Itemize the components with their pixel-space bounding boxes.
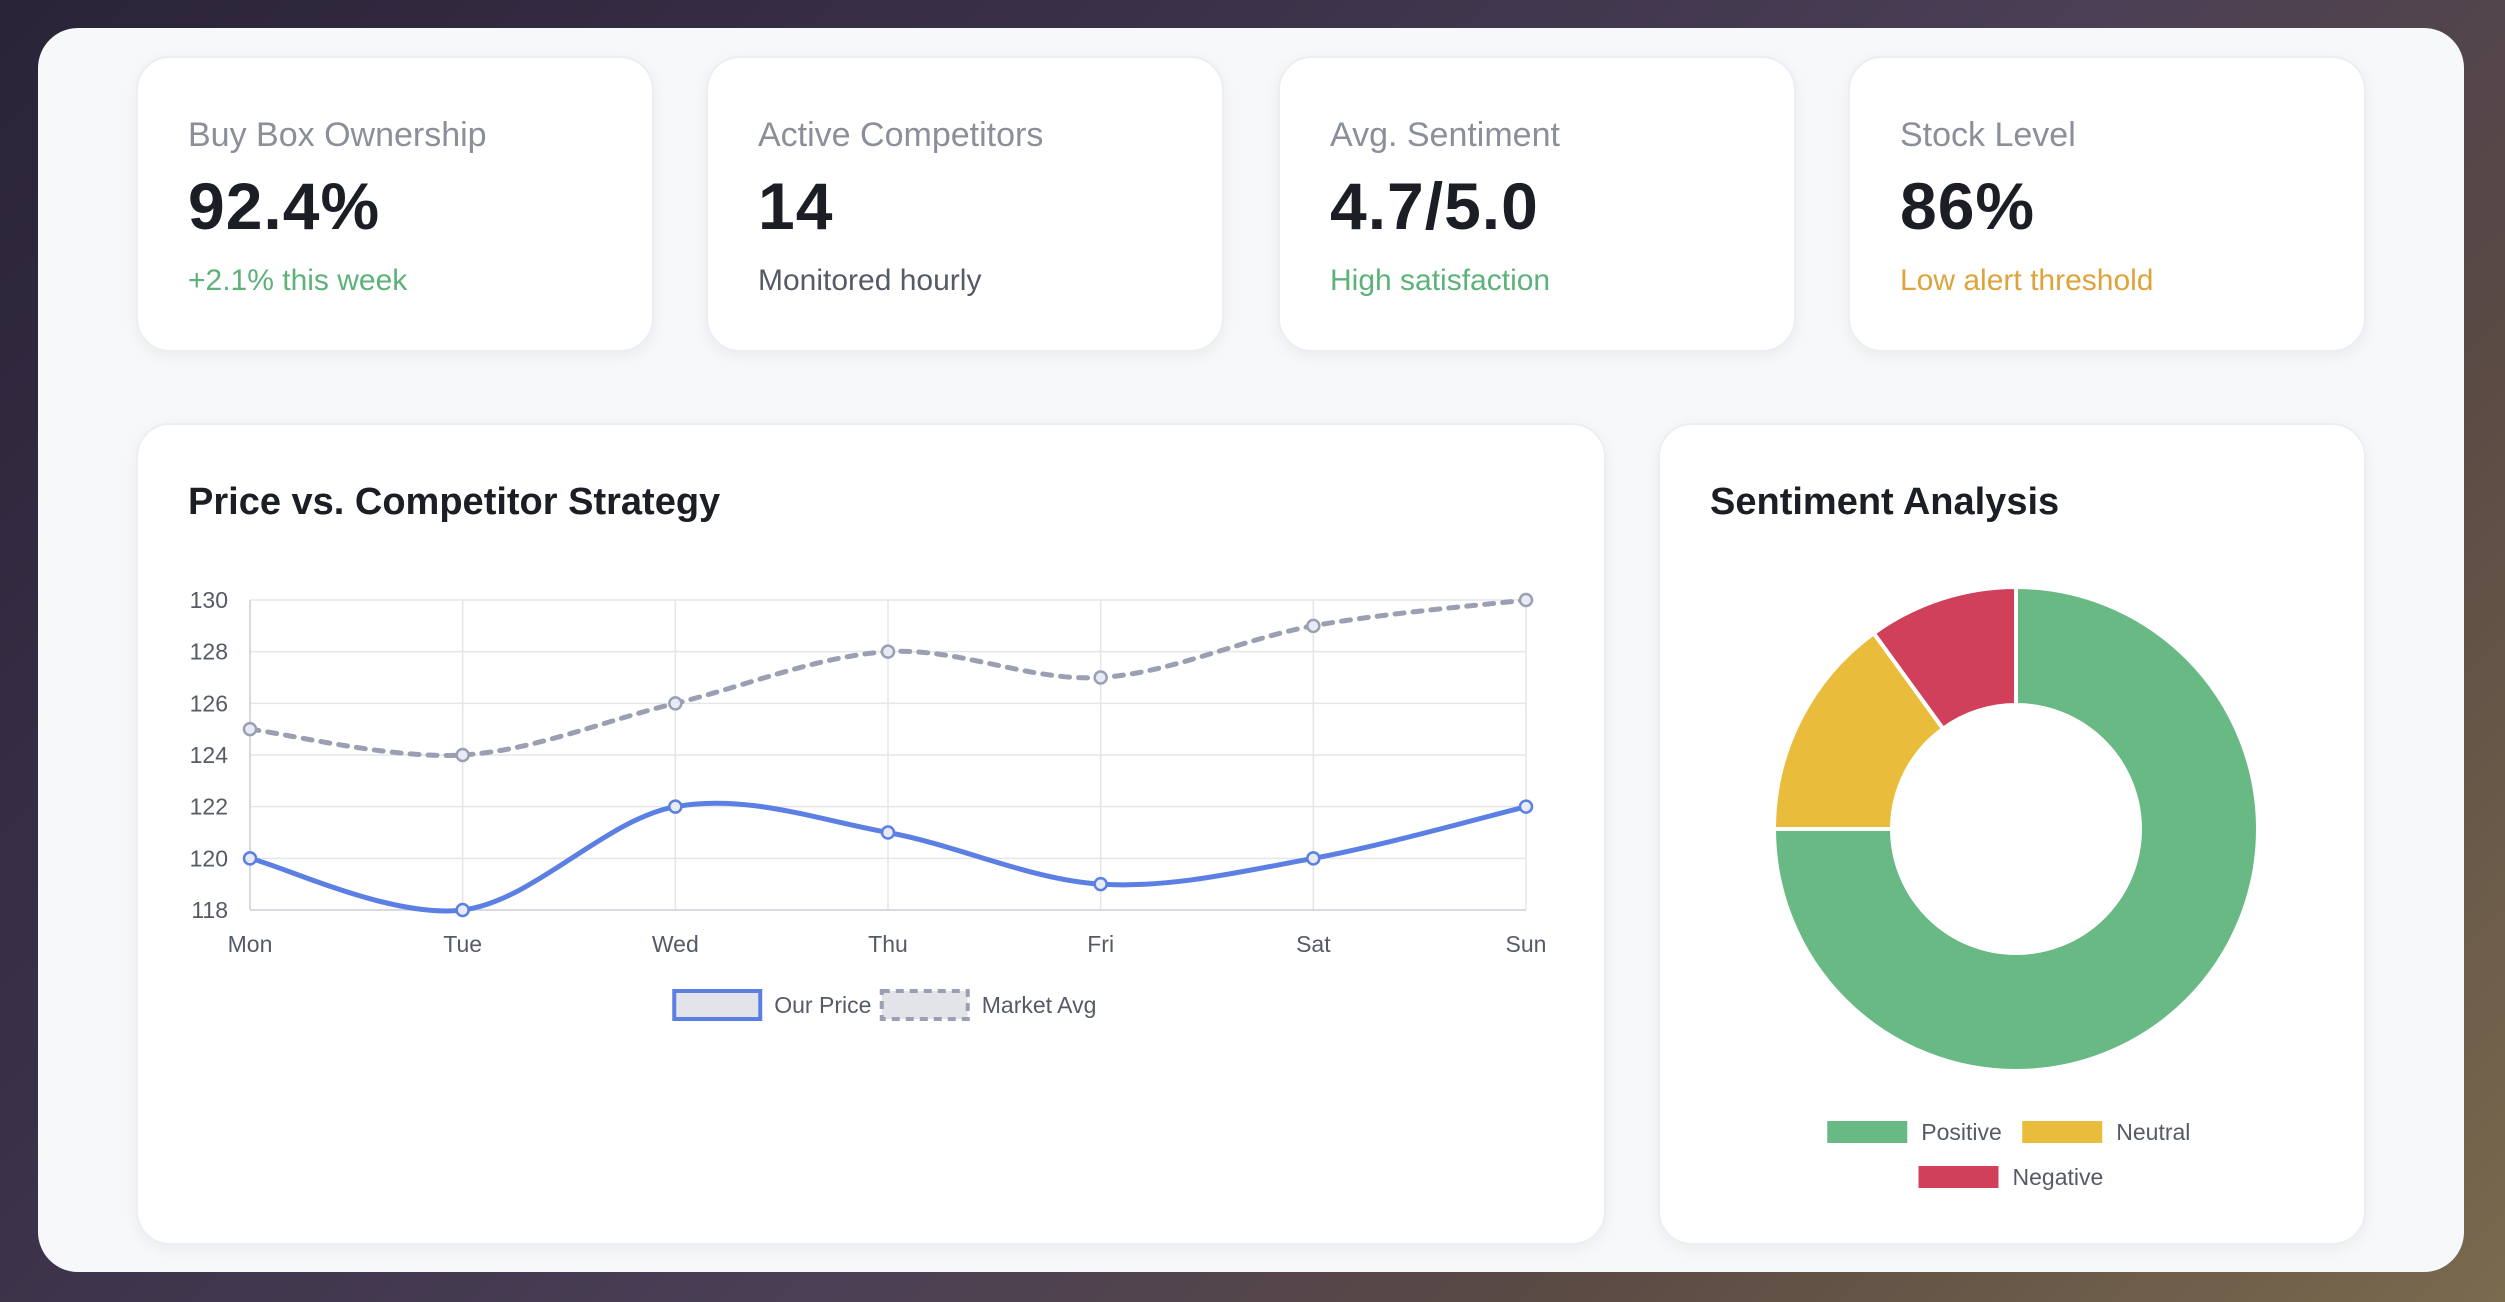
- legend-label-market-avg: Market Avg: [982, 992, 1097, 1018]
- price-line-chart: 118 120 122 124 126 128 130 Mon Tue Wed Thu Fri Sat S…: [190, 587, 1547, 1021]
- data-point-market-avg: [455, 747, 470, 763]
- stat-card-buy-box: Buy Box Ownership 92.4% +2.1% this week: [136, 56, 654, 352]
- stat-value: 4.7/5.0: [1330, 169, 1539, 243]
- legend-swatch-positive: [1827, 1121, 1908, 1143]
- stat-value: 92.4%: [188, 169, 381, 243]
- donut-slice-positive: [1771, 584, 2260, 1073]
- stat-value: 86%: [1900, 169, 2036, 243]
- sentiment-chart-card: Sentiment Analysis Positive Neutral Negati…: [1658, 423, 2366, 1245]
- sentiment-donut-chart: Positive Neutral Negative: [1771, 584, 2260, 1190]
- x-tick-label: Sun: [1506, 931, 1547, 957]
- legend-label-negative: Negative: [2013, 1164, 2104, 1190]
- x-tick-label: Tue: [443, 931, 482, 957]
- data-point-our-price: [242, 851, 258, 866]
- data-point-our-price: [1306, 851, 1321, 866]
- stat-note: +2.1% this week: [188, 264, 408, 297]
- legend-swatch-market-avg: [879, 989, 970, 1021]
- y-tick-label: 122: [190, 794, 228, 820]
- stat-note: High satisfaction: [1330, 264, 1551, 297]
- x-tick-label: Thu: [868, 931, 908, 957]
- stat-card-competitors: Active Competitors 14 Monitored hourly: [706, 56, 1224, 352]
- data-point-our-price: [1518, 799, 1534, 814]
- legend-label-neutral: Neutral: [2116, 1119, 2190, 1145]
- donut-slice-negative: [1870, 584, 2018, 732]
- x-tick-label: Mon: [228, 931, 273, 957]
- stat-note: Low alert threshold: [1900, 264, 2154, 297]
- y-tick-label: 128: [190, 639, 228, 665]
- donut-slice-neutral: [1771, 630, 1946, 831]
- sentiment-chart-title: Sentiment Analysis: [1710, 481, 2060, 523]
- y-tick-label: 124: [190, 742, 229, 768]
- legend-label-positive: Positive: [1921, 1119, 2002, 1145]
- stat-card-stock: Stock Level 86% Low alert threshold: [1848, 56, 2366, 352]
- legend-swatch-negative: [1918, 1166, 1999, 1188]
- x-tick-label: Sat: [1296, 931, 1331, 957]
- y-tick-label: 130: [190, 587, 228, 613]
- price-chart-card: Price vs. Competitor Strategy 118 120 122 1…: [136, 423, 1606, 1245]
- data-point-market-avg: [668, 696, 683, 711]
- stat-label: Active Competitors: [758, 116, 1044, 154]
- legend-swatch-our-price: [672, 989, 763, 1021]
- data-point-market-avg: [1518, 592, 1534, 608]
- data-point-our-price: [880, 825, 896, 840]
- stat-value: 14: [758, 169, 834, 243]
- y-tick-label: 126: [190, 690, 228, 716]
- stat-note: Monitored hourly: [758, 264, 982, 297]
- stat-label: Buy Box Ownership: [188, 116, 487, 154]
- data-point-our-price: [455, 902, 470, 918]
- legend-label-our-price: Our Price: [774, 992, 871, 1018]
- price-chart-title: Price vs. Competitor Strategy: [188, 481, 721, 523]
- data-point-market-avg: [1306, 618, 1321, 634]
- x-tick-label: Wed: [652, 931, 699, 957]
- data-point-market-avg: [242, 721, 258, 737]
- data-point-our-price: [668, 799, 683, 814]
- stat-card-sentiment: Avg. Sentiment 4.7/5.0 High satisfaction: [1278, 56, 1796, 352]
- x-tick-label: Fri: [1087, 931, 1114, 957]
- data-point-market-avg: [880, 644, 896, 659]
- data-point-market-avg: [1093, 670, 1108, 685]
- stat-label: Avg. Sentiment: [1330, 116, 1560, 154]
- y-tick-label: 120: [190, 845, 228, 871]
- legend-swatch-neutral: [2022, 1121, 2103, 1143]
- stat-label: Stock Level: [1900, 116, 2076, 154]
- dashboard-panel: Buy Box Ownership 92.4% +2.1% this week …: [38, 28, 2464, 1272]
- y-tick-label: 118: [191, 897, 228, 923]
- data-point-our-price: [1093, 876, 1108, 892]
